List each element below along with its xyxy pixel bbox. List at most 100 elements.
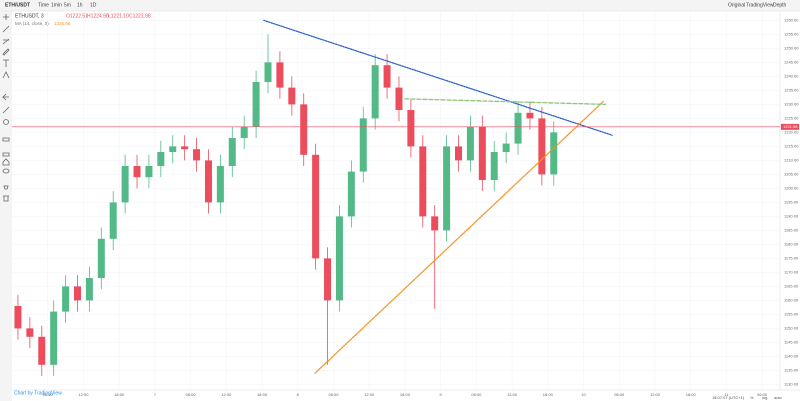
y-tick-label: 1195.00 [784, 199, 799, 204]
candle-body [240, 126, 248, 138]
legend-value: H1224.90 [87, 13, 109, 19]
alert-tool[interactable] [3, 185, 9, 190]
brush-tool[interactable] [2, 48, 10, 56]
y-tick-label: 1210.00 [784, 157, 799, 162]
candle-body [312, 154, 320, 259]
fib-tool[interactable] [2, 38, 10, 45]
crosshair-tool[interactable] [3, 14, 9, 20]
candle-body [419, 146, 427, 217]
eye-tool[interactable] [2, 168, 10, 174]
candle-body [62, 286, 70, 312]
candle-body [514, 112, 522, 144]
interval-button[interactable]: 1D [90, 2, 97, 8]
x-tick-label: 12:00 [507, 392, 518, 397]
zoom-tool[interactable] [3, 119, 9, 125]
hide-tool[interactable] [2, 158, 10, 166]
y-tick-label: 1235.00 [784, 87, 799, 92]
scale-option[interactable]: % [750, 395, 754, 400]
candle-body [157, 152, 165, 166]
text-tool[interactable] [3, 59, 9, 67]
y-tick-label: 1170.00 [784, 269, 799, 274]
arrow-tool[interactable] [2, 93, 9, 101]
candle-body [85, 278, 93, 301]
candle-body [431, 216, 439, 231]
credit: Chart by TradingView [14, 390, 62, 396]
scale-option[interactable]: auto [774, 395, 783, 400]
y-tick-label: 1260.00 [784, 17, 799, 22]
candle-body [371, 65, 379, 119]
scale-option[interactable]: log [762, 395, 767, 400]
pattern-tool[interactable] [2, 71, 10, 79]
y-tick-label: 1190.00 [784, 213, 799, 218]
top-bar [0, 0, 800, 11]
candle-body [538, 118, 546, 175]
x-tick-label: 06:00 [471, 392, 482, 397]
candle-body [276, 62, 284, 88]
indicator-name: MA (14, close, 0) [15, 21, 49, 26]
x-tick-label: 18:00 [257, 392, 268, 397]
y-tick-label: 1220.00 [784, 129, 799, 134]
x-tick-label: 8 [297, 392, 300, 397]
candle-body [550, 132, 558, 175]
candle-body [526, 112, 534, 119]
lock-tool[interactable] [2, 152, 10, 157]
x-tick-label: 10 [581, 392, 586, 397]
x-tick-label: 7 [154, 392, 157, 397]
legend-value: L1221.10 [108, 13, 129, 19]
x-tick-label: 11 [724, 392, 729, 397]
candle-body [490, 152, 498, 180]
candle-body [455, 146, 463, 161]
candle-body [216, 166, 224, 203]
symbol[interactable]: ETH/USDT [5, 2, 30, 8]
interval-button[interactable]: Time [38, 2, 49, 8]
candle-body [252, 82, 260, 127]
x-tick-label: 18:00 [543, 392, 554, 397]
candle-body [133, 166, 141, 178]
x-tick-label: 12:00 [221, 392, 232, 397]
x-tick-label: 18:00 [114, 392, 125, 397]
y-tick-label: 1230.00 [784, 101, 799, 106]
candle-body [97, 238, 105, 278]
candle-body [300, 104, 308, 155]
left-toolbar [0, 11, 12, 401]
candle-body [324, 258, 332, 301]
y-tick-label: 1240.00 [784, 73, 799, 78]
y-tick-label: 1205.00 [784, 171, 799, 176]
candle-body [347, 171, 355, 217]
view-button[interactable]: Original [728, 2, 745, 8]
x-tick-label: 06:00 [43, 392, 54, 397]
line-tool[interactable] [2, 25, 10, 33]
interval-button[interactable]: 1h [77, 2, 83, 8]
interval-button[interactable]: 1min [51, 2, 62, 8]
candle-body [169, 146, 177, 152]
legend-value: C1221.98 [129, 13, 151, 19]
view-button[interactable]: Depth [773, 2, 787, 8]
indicator-value: 1225.96 [54, 21, 71, 26]
view-button[interactable]: TradingView [746, 2, 774, 8]
y-tick-label: 1135.00 [784, 367, 799, 372]
candle-body [443, 146, 451, 231]
last-price-box [781, 123, 799, 130]
y-tick-label: 1215.00 [784, 143, 799, 148]
y-tick-label: 1250.00 [784, 45, 799, 50]
candle-body [145, 166, 153, 178]
x-tick-label: 12:00 [650, 392, 661, 397]
y-tick-label: 1185.00 [784, 227, 799, 232]
measure-tool[interactable] [2, 106, 10, 114]
trend-line [404, 98, 607, 106]
legend-value: O1222.51 [66, 13, 88, 19]
candle-body [181, 146, 189, 150]
candle-body [73, 286, 81, 301]
interval-button[interactable]: 5m [64, 2, 71, 8]
candle-body [26, 328, 34, 337]
y-tick-label: 1160.00 [784, 297, 799, 302]
candle-body [466, 126, 474, 161]
magnet-tool[interactable] [2, 137, 10, 142]
candle-body [50, 311, 58, 365]
y-tick-label: 1140.00 [784, 353, 799, 358]
candle-body [478, 126, 486, 180]
trend-line [263, 19, 613, 136]
trash-tool[interactable] [3, 195, 9, 202]
x-tick-label: 18:00 [686, 392, 697, 397]
